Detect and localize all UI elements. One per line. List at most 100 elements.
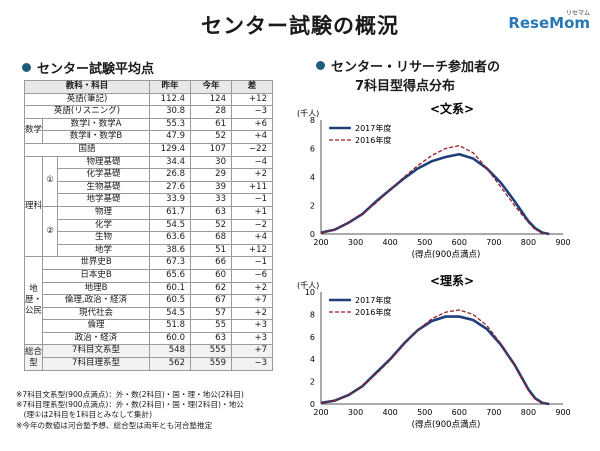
table-row: 地歴・公民 世界史B 67.3 66 −1 [24, 256, 273, 346]
table-cell-subject: 日本史B [42, 268, 150, 283]
table-cell-this: 51 [190, 243, 232, 258]
table-cell-subject: 地学基礎 [57, 193, 150, 207]
table-cell-diff: +1 [231, 205, 273, 220]
y-axis-label: (千人) [297, 280, 319, 290]
table-cell-diff: +2 [231, 281, 273, 296]
y-axis-label: (千人) [297, 108, 319, 118]
table-cell-subject: 生物 [57, 231, 150, 245]
table-cell-subject: 倫理 [42, 319, 150, 333]
table-cell-last: 51.8 [149, 319, 191, 333]
series-line-2017 [320, 152, 550, 236]
section-heading-distribution: センター・リサーチ参加者の 7科目型得点分布 [316, 58, 500, 96]
table-group-total: 総合型 [24, 344, 43, 371]
table-cell-subject: 化学基礎 [57, 168, 150, 182]
y-tick-label: 8 [310, 310, 315, 319]
table-cell-diff: +12 [231, 92, 273, 107]
table-cell-diff: +3 [231, 319, 273, 333]
x-tick-label: 400 [383, 408, 398, 417]
chart-title: <文系> [430, 101, 474, 116]
note-line: ※7科目文系型(900点満点)：外・数(2科目)・国・理・地公(2科目) [16, 390, 244, 399]
table-cell-last: 112.4 [149, 92, 191, 107]
table-group-science: 理科 [24, 155, 43, 258]
table-cell-subject: 物理基礎 [57, 155, 150, 170]
table-cell-this: 28 [190, 105, 232, 119]
x-tick-label: 300 [348, 238, 363, 247]
table-cell-last: 61.7 [149, 205, 191, 220]
series-line-2016 [320, 144, 550, 235]
table-subgroup-1: ① [42, 155, 58, 207]
table-cell-subject: 数学Ⅱ・数学B [42, 130, 150, 144]
table-row: 化学 54.5 52 −2 [25, 218, 273, 233]
y-tick-label: 10 [305, 288, 315, 297]
table-cell-last: 60.5 [149, 294, 191, 308]
table-cell-last: 548 [149, 344, 191, 359]
table-row: 英語(リスニング) 30.8 28 −3 [24, 105, 273, 119]
table-cell-last: 65.6 [149, 268, 191, 283]
table-cell-subject: 英語(筆記) [24, 92, 150, 107]
table-row: 倫理 51.8 55 +3 [25, 319, 273, 333]
table-cell-this: 555 [190, 344, 232, 359]
x-tick-label: 500 [417, 408, 432, 417]
section-heading-distribution-line1: センター・リサーチ参加者の [331, 60, 501, 75]
x-tick-label: 900 [555, 238, 570, 247]
table-cell-last: 38.6 [149, 243, 191, 258]
bullet-icon [316, 61, 325, 70]
table-cell-this: 52 [190, 130, 232, 144]
y-tick-label: 6 [310, 333, 315, 342]
table-cell-this: 30 [190, 155, 232, 170]
table-cell-this: 66 [190, 256, 232, 270]
y-tick-label: 0 [310, 400, 315, 409]
table-cell-last: 30.8 [149, 105, 191, 119]
x-tick-label: 700 [486, 408, 501, 417]
table-cell-diff: +12 [231, 243, 273, 258]
table-row: 数学Ⅱ・数学B 47.9 52 +4 [25, 130, 273, 144]
table-cell-subject: 物理 [57, 205, 150, 220]
table-cell-diff: −6 [231, 268, 273, 283]
table-cell-diff: −1 [231, 256, 273, 270]
table-cell-this: 63 [190, 331, 232, 346]
table-header-subject: 教科・科目 [24, 80, 150, 94]
table-cell-last: 54.5 [149, 218, 191, 233]
table-row: 英語(筆記) 112.4 124 +12 [24, 92, 273, 107]
note-line: ※7科目理系型(900点満点)：外・数(2科目)・国・理(2科目)・地公 [16, 400, 244, 410]
table-cell-diff: +6 [231, 117, 273, 132]
table-cell-this: 55 [190, 319, 232, 333]
table-notes: ※7科目文系型(900点満点)：外・数(2科目)・国・理・地公(2科目) ※7科… [16, 390, 244, 431]
table-cell-this: 33 [190, 193, 232, 207]
x-tick-label: 200 [313, 408, 328, 417]
table-cell-this: 52 [190, 218, 232, 233]
y-tick-label: 0 [310, 230, 315, 239]
table-cell-last: 47.9 [149, 130, 191, 144]
table-cell-diff: −22 [231, 142, 273, 157]
table-cell-diff: −3 [231, 357, 273, 371]
table-cell-subject: 国語 [24, 142, 150, 157]
table-header-diff: 差 [231, 80, 273, 94]
table-row: 地学基礎 33.9 33 −1 [25, 193, 273, 207]
table-cell-diff: −1 [231, 193, 273, 207]
legend-label: 2017年度 [355, 123, 391, 133]
table-cell-diff: −2 [231, 218, 273, 233]
table-cell-this: 559 [190, 357, 232, 371]
table-cell-diff: +2 [231, 168, 273, 182]
section-heading-averages: センター試験平均点 [22, 58, 154, 77]
y-tick-label: 6 [310, 145, 315, 154]
table-row: 現代社会 54.5 57 +2 [25, 306, 273, 321]
legend-label: 2017年度 [355, 295, 391, 305]
x-tick-label: 300 [348, 408, 363, 417]
table-cell-this: 107 [190, 142, 232, 157]
table-header-row: 教科・科目 昨年 今年 差 [24, 80, 273, 94]
table-cell-last: 63.6 [149, 231, 191, 245]
table-cell-subject: 政治・経済 [42, 331, 150, 346]
table-cell-subject: 世界史B [42, 256, 150, 270]
table-cell-diff: +7 [231, 294, 273, 308]
table-cell-diff: −3 [231, 105, 273, 119]
y-tick-label: 2 [310, 202, 315, 211]
table-cell-last: 33.9 [149, 193, 191, 207]
x-tick-label: 800 [521, 408, 536, 417]
note-line: ※今年の数値は河合塾予想、総合型は両年とも河合塾推定 [16, 420, 213, 430]
x-tick-label: 200 [313, 238, 328, 247]
table-cell-diff: +11 [231, 180, 273, 195]
legend-label: 2016年度 [355, 135, 391, 145]
table-cell-diff: +4 [231, 130, 273, 144]
table-group-social: 地歴・公民 [24, 256, 43, 346]
